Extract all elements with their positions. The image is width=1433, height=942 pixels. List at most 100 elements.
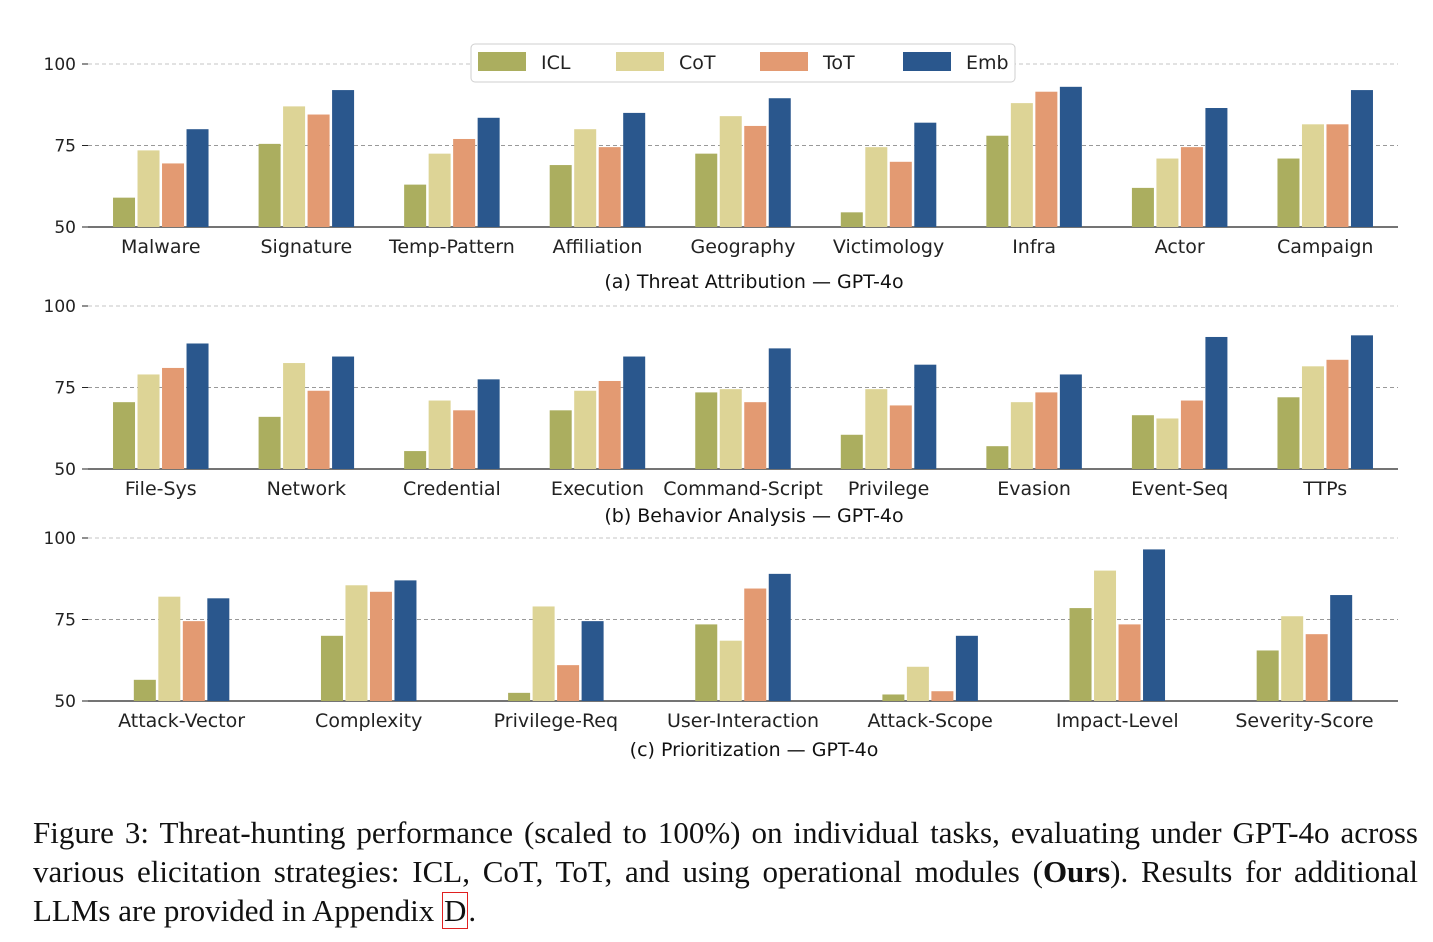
bar-emb-privilege-req [581,621,604,701]
bar-emb-network [332,356,355,469]
x-tick-label: Campaign [1277,236,1374,258]
bar-emb-affiliation [623,112,646,227]
bar-emb-impact-level [1143,549,1166,701]
x-tick-label: User-Interaction [667,710,819,732]
bar-emb-attack-vector [207,598,230,701]
bar-cot-affiliation [574,129,597,227]
bar-emb-command-script [768,348,791,469]
bar-cot-attack-scope [906,666,929,701]
y-tick-label: 75 [54,611,76,631]
legend-swatch-cot [616,52,664,71]
bar-cot-attack-vector [158,596,181,701]
panel-title: (c) Prioritization — GPT-4o [630,739,879,761]
bar-emb-credential [477,379,500,469]
bar-emb-event-seq [1205,336,1228,469]
caption-middle: ). Results for additional LLMs are provi… [33,854,1418,928]
bar-cot-geography [719,116,742,227]
x-tick-label: Event-Seq [1131,478,1228,500]
x-tick-label: Signature [260,236,352,258]
bar-tot-infra [1035,91,1058,228]
bar-emb-malware [186,129,209,227]
bar-icl-geography [695,153,718,227]
y-tick-label: 50 [54,692,76,712]
x-tick-label: Command-Script [663,478,823,500]
bar-cot-ttps [1301,366,1324,469]
bar-cot-actor [1156,158,1179,227]
bar-emb-victimology [914,122,937,227]
bar-cot-complexity [345,585,368,701]
bar-tot-command-script [744,402,767,469]
x-tick-label: Network [267,478,346,500]
bar-icl-credential [404,451,427,469]
caption-suffix: . [468,893,477,928]
bar-cot-severity-score [1281,616,1304,701]
x-tick-label: Evasion [997,478,1071,500]
caption-prefix: Figure 3: Threat-hunting performance (sc… [33,815,1418,889]
x-tick-label: Affiliation [552,236,642,258]
bar-emb-execution [623,356,646,469]
x-tick-label: Temp-Pattern [388,236,515,258]
x-tick-label: Credential [403,478,501,500]
y-tick-label: 50 [54,218,76,238]
x-tick-label: Malware [121,236,201,258]
bar-tot-severity-score [1305,634,1328,701]
bar-tot-impact-level [1118,624,1141,701]
panel-title: (b) Behavior Analysis — GPT-4o [604,505,903,527]
bar-emb-actor [1205,108,1228,227]
legend-label-cot: CoT [679,52,716,74]
bar-tot-file-sys [162,367,185,469]
x-tick-label: TTPs [1302,478,1347,500]
bar-tot-execution [598,380,621,469]
bar-icl-temp-pattern [404,184,427,227]
bar-icl-campaign [1277,158,1300,227]
x-tick-label: Infra [1012,236,1056,258]
bar-icl-malware [113,197,136,227]
bar-emb-evasion [1059,374,1082,469]
x-tick-label: Execution [551,478,644,500]
bar-cot-victimology [865,147,888,227]
bar-icl-infra [986,135,1009,227]
legend-label-emb: Emb [966,52,1009,74]
legend: ICL CoT ToT Emb [470,43,1016,83]
bar-cot-infra [1010,103,1033,227]
chart-panel-3: 50 75 100 Attack-Vector Complexity Privilege-… [44,529,1398,761]
bar-emb-infra [1059,86,1082,227]
x-tick-label: Privilege-Req [494,710,618,732]
bar-icl-impact-level [1069,608,1092,701]
bar-cot-campaign [1301,124,1324,227]
bar-emb-campaign [1350,90,1373,227]
bar-icl-attack-vector [133,679,156,701]
bar-icl-privilege-req [508,692,531,701]
y-tick-label: 75 [54,137,76,157]
bar-emb-complexity [394,580,417,701]
x-tick-label: Impact-Level [1056,710,1179,732]
bar-icl-attack-scope [882,694,905,701]
bar-cot-user-interaction [719,640,742,701]
bar-tot-campaign [1326,124,1349,227]
x-tick-label: Actor [1155,236,1205,258]
bar-cot-network [283,363,306,469]
bar-cot-evasion [1010,402,1033,469]
chart-panel-2: 50 75 100 File-Sys Network Credential Executio… [44,297,1398,527]
bar-cot-event-seq [1156,418,1179,469]
appendix-link[interactable]: D [441,892,469,929]
bar-cot-malware [137,150,160,227]
bar-tot-actor [1180,147,1203,227]
bar-emb-privilege [914,364,937,469]
y-tick-label: 100 [44,55,76,75]
bar-icl-command-script [695,392,718,469]
bar-tot-event-seq [1180,400,1203,469]
bar-tot-victimology [889,161,912,227]
bar-icl-event-seq [1131,415,1154,469]
y-tick-label: 50 [54,460,76,480]
bar-cot-privilege-req [532,606,555,701]
bar-tot-temp-pattern [453,138,476,227]
legend-label-tot: ToT [822,52,855,74]
bar-icl-user-interaction [695,624,718,701]
y-tick-label: 100 [44,297,76,317]
bar-emb-signature [332,90,355,227]
bar-tot-geography [744,125,767,227]
legend-label-icl: ICL [541,52,571,74]
legend-frame [470,43,1016,83]
panel-title: (a) Threat Attribution — GPT-4o [604,271,903,293]
